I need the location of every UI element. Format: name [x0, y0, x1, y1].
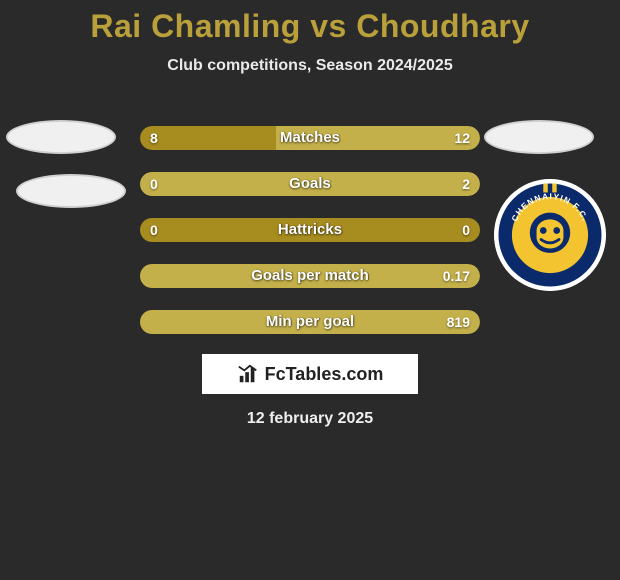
stat-label: Matches: [140, 126, 480, 150]
stat-row: Matches8 12: [140, 126, 480, 150]
stat-value-left: 0: [150, 172, 158, 196]
stat-bars: Matches812Goals02Hattricks00Goals per ma…: [140, 126, 480, 356]
bar-chart-icon: [237, 363, 259, 385]
stat-value-right: 12: [454, 126, 470, 150]
club-logo: CHENNAIYIN F.C.: [494, 179, 606, 291]
stat-value-left: 0: [150, 218, 158, 242]
club-crest-icon: CHENNAIYIN F.C.: [494, 179, 606, 291]
stat-label: Hattricks: [140, 218, 480, 242]
branding-badge: FcTables.com: [202, 354, 418, 394]
player-avatar-placeholder: [6, 120, 116, 154]
stat-value-right: 2: [462, 172, 470, 196]
player-avatar-placeholder: [484, 120, 594, 154]
stat-row: Min per goal819: [140, 310, 480, 334]
stat-value-right: 0.17: [443, 264, 470, 288]
player-avatar-placeholder: [16, 174, 126, 208]
stat-label: Min per goal: [140, 310, 480, 334]
stat-value-right: 819: [447, 310, 470, 334]
comparison-title: Rai Chamling vs Choudhary: [0, 0, 620, 45]
stat-row: Hattricks0 0: [140, 218, 480, 242]
stat-row: Goals0 2: [140, 172, 480, 196]
stat-value-right: 0: [462, 218, 470, 242]
stat-row: Goals per match0.17: [140, 264, 480, 288]
stat-label: Goals per match: [140, 264, 480, 288]
branding-text: FcTables.com: [265, 364, 384, 385]
comparison-subtitle: Club competitions, Season 2024/2025: [0, 57, 620, 75]
stat-label: Goals: [140, 172, 480, 196]
comparison-date: 12 february 2025: [0, 410, 620, 428]
stat-value-left: 8: [150, 126, 158, 150]
